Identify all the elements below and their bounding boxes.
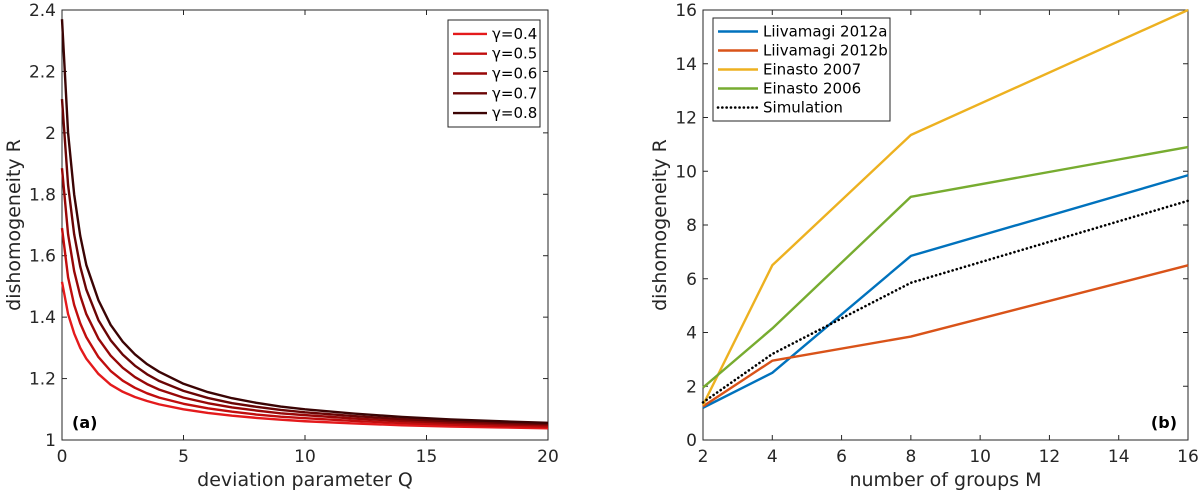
x-tick-label: 8 (905, 447, 916, 467)
x-tick-label: 10 (969, 447, 991, 467)
y-tick-label: 2 (45, 124, 56, 144)
legend-label: Einasto 2006 (763, 80, 861, 98)
legend-label: γ=0.7 (492, 84, 537, 102)
legend-label: γ=0.6 (492, 65, 537, 83)
x-tick-label: 12 (1039, 447, 1061, 467)
series-line (702, 264, 1189, 408)
series-line (60, 227, 549, 428)
y-axis-label: dishomogeneity R (3, 139, 25, 311)
y-tick-label: 2.4 (29, 1, 56, 21)
x-tick-label: 10 (294, 447, 316, 467)
series-line (702, 145, 1189, 389)
legend-label: γ=0.4 (492, 25, 537, 43)
series-line (701, 8, 1189, 406)
x-axis-label: deviation parameter Q (197, 469, 413, 491)
y-tick-label: 12 (675, 109, 697, 129)
y-tick-label: 1 (45, 431, 56, 451)
legend-label: Einasto 2007 (763, 61, 861, 79)
y-tick-label: 1.4 (29, 308, 56, 328)
x-tick-label: 16 (1177, 447, 1199, 467)
x-tick-label: 20 (537, 447, 559, 467)
x-tick-label: 6 (836, 447, 847, 467)
y-tick-label: 1.8 (29, 185, 56, 205)
series-line (60, 98, 549, 426)
y-tick-label: 10 (675, 162, 697, 182)
y-tick-label: 14 (675, 55, 697, 75)
x-tick-label: 0 (57, 447, 68, 467)
series-line (701, 199, 1190, 404)
x-tick-label: 5 (178, 447, 189, 467)
x-axis-label: number of groups M (849, 469, 1041, 491)
series-line (60, 19, 549, 424)
x-tick-label: 14 (1108, 447, 1130, 467)
legend-label: Liivamagi 2012b (763, 42, 888, 60)
panel-label: (a) (72, 413, 97, 432)
y-tick-label: 6 (686, 270, 697, 290)
x-tick-label: 2 (698, 447, 709, 467)
y-tick-label: 1.2 (29, 370, 56, 390)
series-line (702, 174, 1189, 409)
panel-a: 0 5 10 15 20 1 1.2 1.4 1.6 1.8 2 2.2 2.4 deviation pa… (3, 1, 559, 491)
y-tick-label: 2.2 (29, 62, 56, 82)
series-line (60, 168, 549, 427)
y-tick-label: 2 (686, 377, 697, 397)
y-tick-label: 8 (686, 216, 697, 236)
y-tick-label: 4 (686, 324, 697, 344)
y-tick-label: 16 (675, 1, 697, 21)
x-tick-label: 15 (416, 447, 438, 467)
y-axis-label: dishomogeneity R (649, 139, 671, 311)
y-tick-label: 0 (686, 431, 697, 451)
panel-label: (b) (1151, 413, 1177, 432)
legend-label: Simulation (763, 99, 843, 117)
x-tick-label: 4 (767, 447, 778, 467)
series-line (60, 281, 549, 430)
legend-label: Liivamagi 2012a (763, 23, 887, 41)
legend-label: γ=0.8 (492, 104, 537, 122)
y-tick-label: 1.6 (29, 247, 56, 267)
legend-label: γ=0.5 (492, 45, 537, 63)
